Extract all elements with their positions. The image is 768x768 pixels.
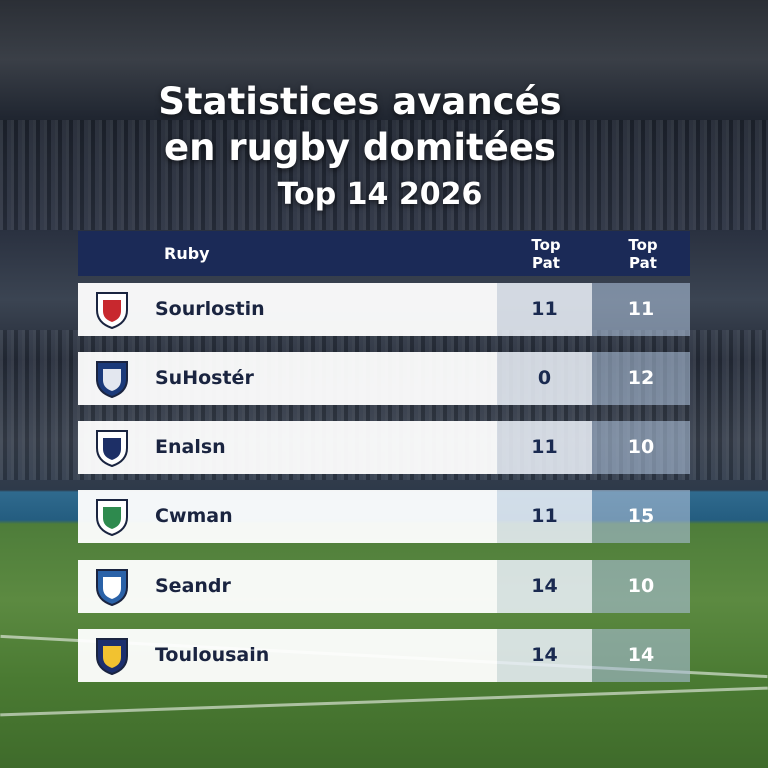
stat-value: 12 — [627, 367, 655, 389]
stat-value: 10 — [627, 575, 655, 597]
team-logo — [96, 361, 128, 399]
table-row: Cwman 11 15 — [78, 490, 690, 543]
team-cell: SuHostér — [78, 352, 497, 405]
stat-cell: 15 — [592, 490, 690, 543]
table-row: Enalsn 11 10 — [78, 421, 690, 474]
team-cell: Toulousain — [78, 629, 497, 682]
team-name: Enalsn — [155, 436, 226, 458]
stat-cell: 14 — [592, 629, 690, 682]
team-name: Cwman — [155, 505, 233, 527]
team-name: Toulousain — [155, 644, 270, 666]
stat-value: 11 — [531, 436, 558, 458]
stat-value: 11 — [531, 298, 558, 320]
table-row: Toulousain 14 14 — [78, 629, 690, 682]
header-cell: Top Pat — [628, 236, 658, 272]
pitch-line — [0, 686, 768, 717]
stat-cell: 11 — [592, 283, 690, 336]
stat-value: 14 — [531, 644, 558, 666]
team-cell: Sourlostin — [78, 283, 497, 336]
table-row: Sourlostin 11 11 — [78, 283, 690, 336]
team-name: SuHostér — [155, 367, 254, 389]
subtitle: Top 14 2026 — [277, 177, 483, 212]
table-header: Ruby Top Pat Top Pat — [78, 231, 690, 276]
team-cell: Cwman — [78, 490, 497, 543]
header-cell: Top Pat — [531, 236, 561, 272]
stat-cell: 14 — [497, 629, 592, 682]
stat-value: 14 — [627, 644, 655, 666]
team-logo — [96, 499, 128, 537]
table-row: Seandr 14 10 — [78, 560, 690, 613]
team-cell: Seandr — [78, 560, 497, 613]
stat-value: 11 — [531, 505, 558, 527]
stat-cell: 11 — [497, 490, 592, 543]
stat-cell: 12 — [592, 352, 690, 405]
stat-value: 15 — [627, 505, 655, 527]
stat-value: 14 — [531, 575, 558, 597]
title: en rugby domitées — [164, 126, 556, 169]
title: Statistices avancés — [158, 80, 562, 123]
stands — [0, 120, 768, 230]
stat-cell: 10 — [592, 421, 690, 474]
stat-cell: 10 — [592, 560, 690, 613]
stat-cell: 0 — [497, 352, 592, 405]
header-cell: Ruby — [164, 244, 210, 263]
stat-cell: 11 — [497, 283, 592, 336]
stat-value: 10 — [627, 436, 655, 458]
stat-cell: 14 — [497, 560, 592, 613]
team-logo — [96, 638, 128, 676]
team-logo — [96, 569, 128, 607]
stat-value: 11 — [627, 298, 655, 320]
table-row: SuHostér 0 12 — [78, 352, 690, 405]
team-logo — [96, 292, 128, 330]
team-logo — [96, 430, 128, 468]
stat-cell: 11 — [497, 421, 592, 474]
stat-value: 0 — [537, 367, 552, 389]
team-name: Seandr — [155, 575, 231, 597]
team-name: Sourlostin — [155, 298, 265, 320]
team-cell: Enalsn — [78, 421, 497, 474]
